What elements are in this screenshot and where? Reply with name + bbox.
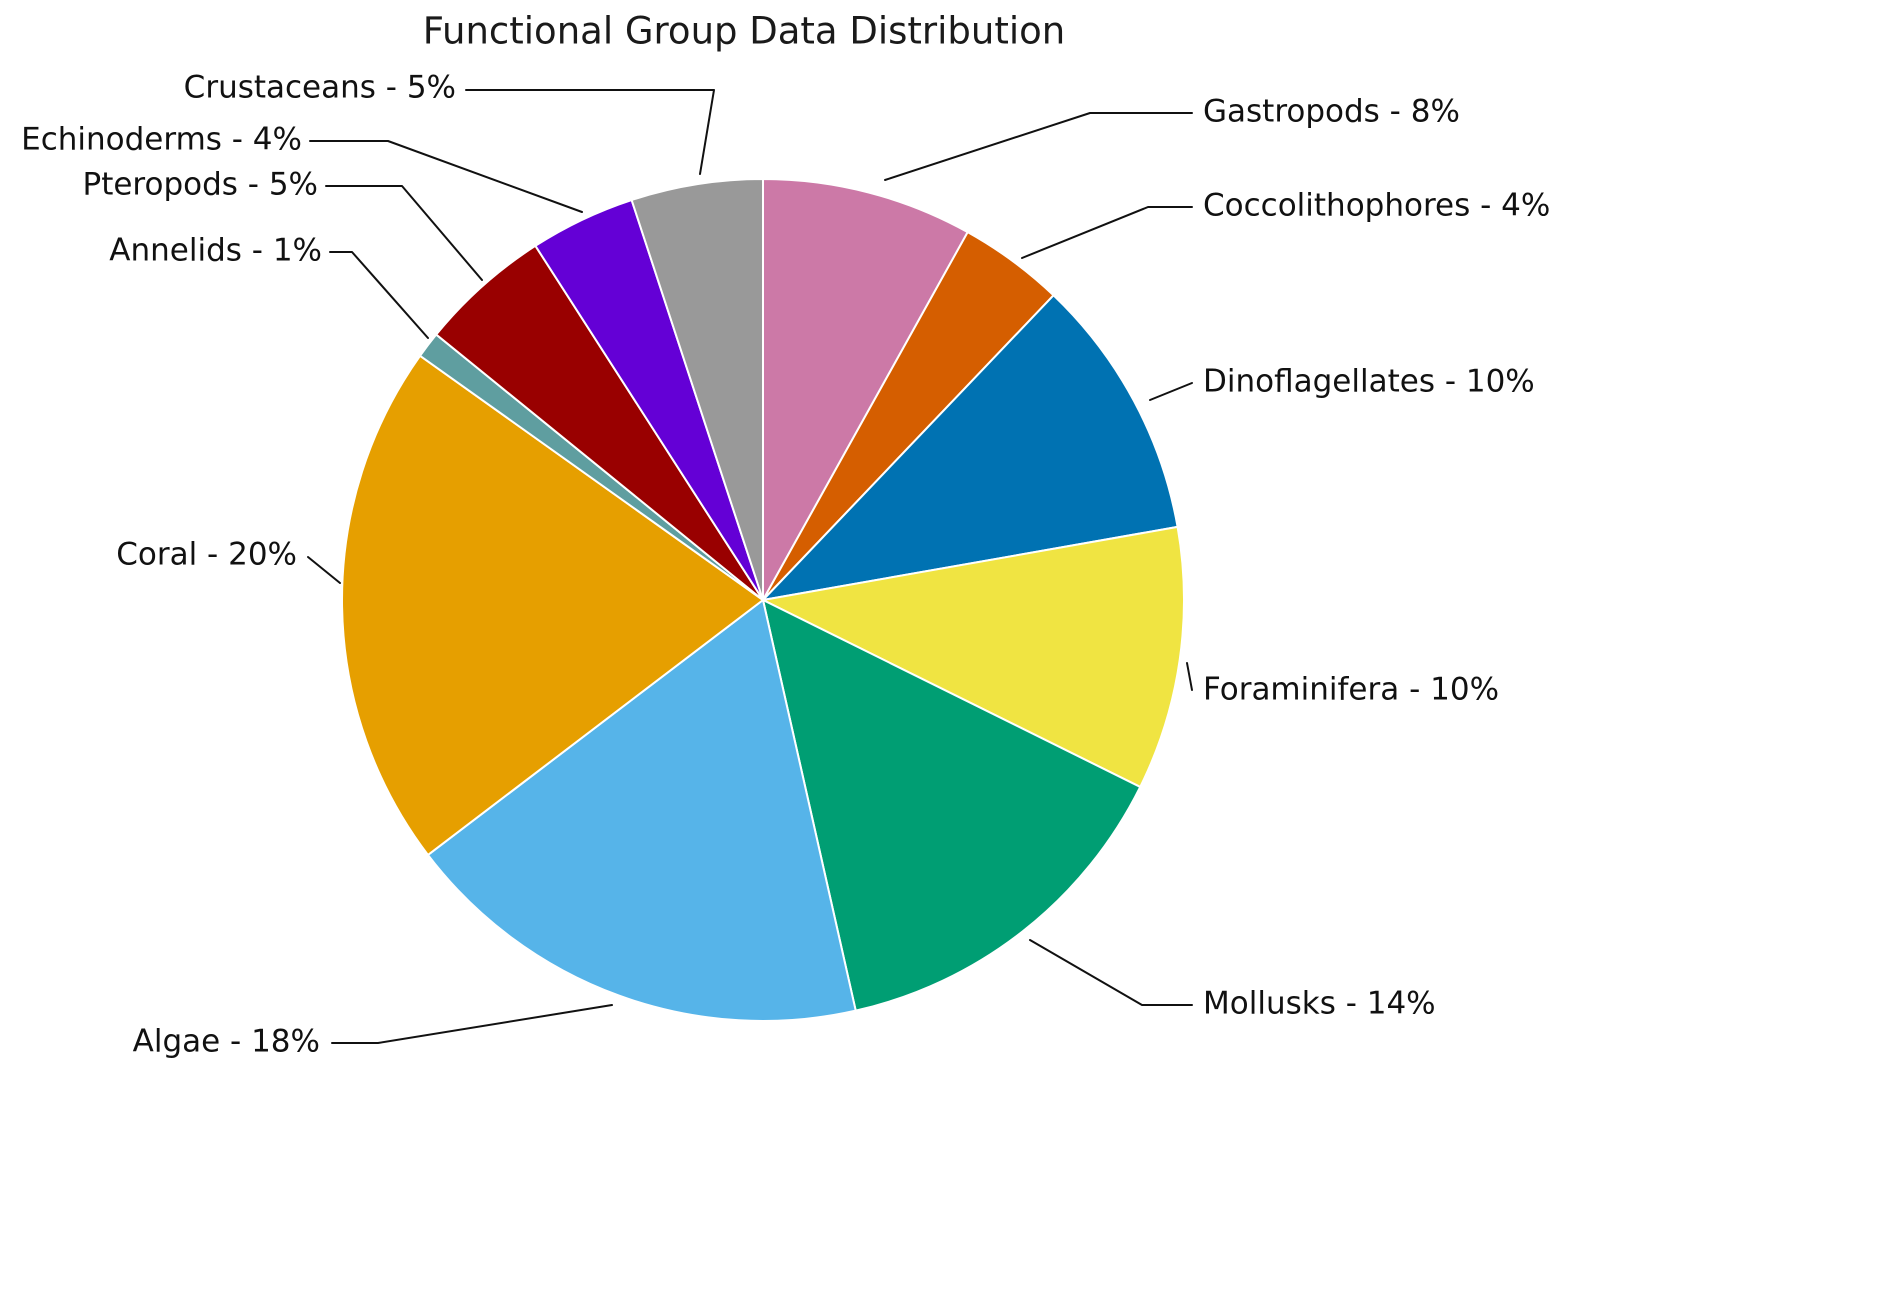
label-leader-lines xyxy=(307,89,1193,1044)
slice-label-coral: Coral - 20% xyxy=(116,537,297,573)
leader-line-coral xyxy=(307,556,341,584)
leader-line-foraminifera xyxy=(1186,662,1193,691)
slice-label-gastropods: Gastropods - 8% xyxy=(1203,94,1460,130)
pie-slice-crustaceans xyxy=(630,178,764,601)
leader-line-coccolithophores xyxy=(1021,206,1193,259)
leader-line-annelids xyxy=(329,251,429,339)
pie-slice-foraminifera xyxy=(762,525,1185,788)
leader-line-pteropods xyxy=(325,185,483,281)
slice-label-annelids: Annelids - 1% xyxy=(109,233,322,269)
slice-label-crustaceans: Crustaceans - 5% xyxy=(184,70,456,106)
pie-slice-mollusks xyxy=(762,599,1142,1012)
leader-line-gastropods xyxy=(884,112,1193,181)
slice-labels: Gastropods - 8% Coccolithophores - 4% Dino… xyxy=(21,70,1550,1060)
pie-slice-gastropods xyxy=(762,178,969,601)
leader-line-crustaceans xyxy=(465,89,715,175)
slice-label-dinoflagellates: Dinoflagellates - 10% xyxy=(1203,364,1535,400)
slice-label-mollusks: Mollusks - 14% xyxy=(1203,986,1436,1022)
slice-label-echinoderms: Echinoderms - 4% xyxy=(21,122,302,158)
pie-slice-coral xyxy=(341,354,764,856)
slice-label-pteropods: Pteropods - 5% xyxy=(83,167,319,203)
pie-slices xyxy=(341,178,1185,1022)
slice-label-algae: Algae - 18% xyxy=(133,1024,320,1060)
slice-label-coccolithophores: Coccolithophores - 4% xyxy=(1203,188,1550,224)
leader-line-echinoderms xyxy=(309,140,583,213)
slice-label-foraminifera: Foraminifera - 10% xyxy=(1203,672,1499,708)
leader-line-dinoflagellates xyxy=(1149,382,1193,401)
pie-slice-dinoflagellates xyxy=(762,294,1179,601)
leader-line-algae xyxy=(331,1004,613,1044)
pie-slice-algae xyxy=(426,599,857,1022)
leader-line-mollusks xyxy=(1029,939,1193,1006)
chart-title: Functional Group Data Distribution xyxy=(423,10,1065,53)
